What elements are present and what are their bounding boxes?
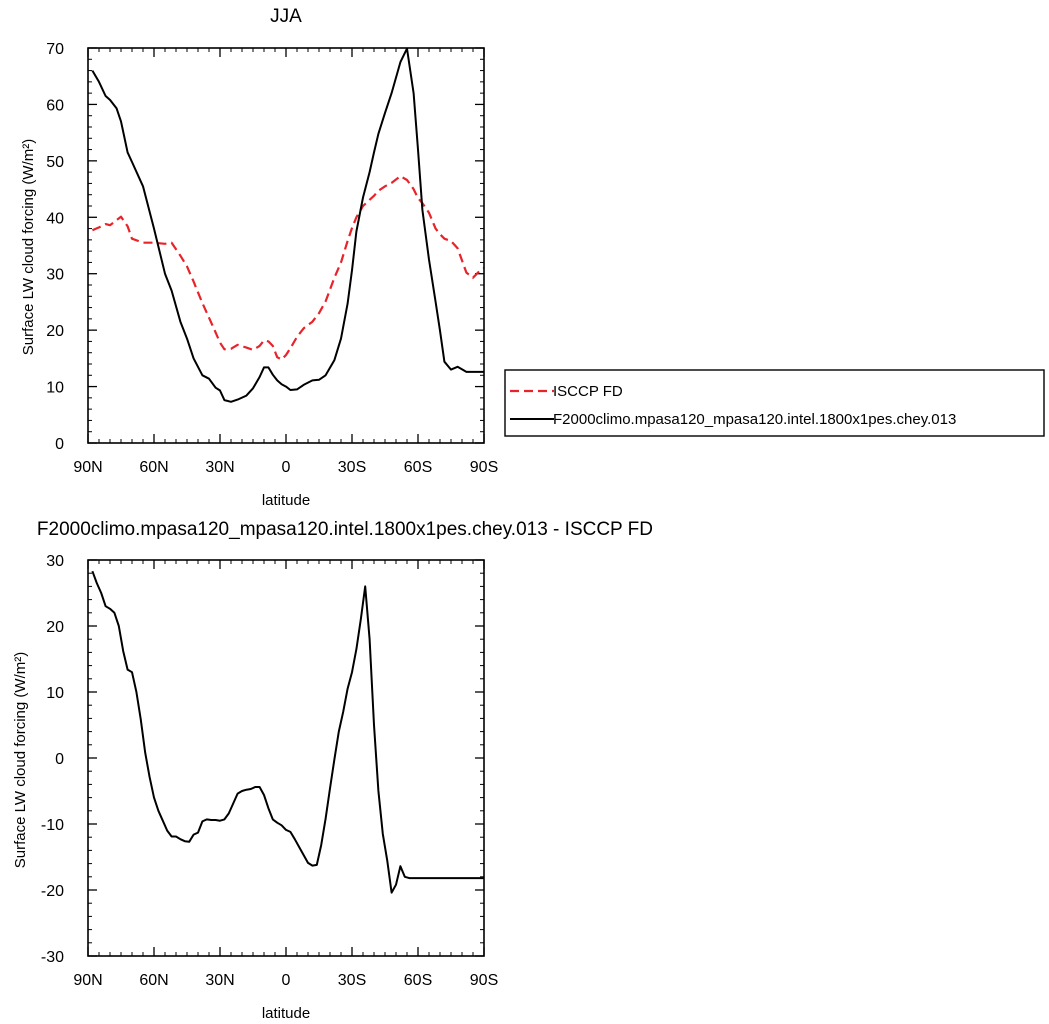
x-tick-label: 30S xyxy=(338,972,366,989)
y-tick-label: 40 xyxy=(46,210,64,227)
x-tick-label: 90N xyxy=(73,972,102,989)
top-panel-series xyxy=(91,47,485,403)
top-panel: JJA Surface LW cloud forcing (W/m²) lati… xyxy=(20,6,498,509)
bottom-panel: F2000climo.mpasa120_mpasa120.intel.1800x… xyxy=(12,519,653,1022)
bottom-panel-ticks: 90N 60N 30N 0 30S 60S 90S -30 -20 -10 0 10 20 30 xyxy=(41,553,498,989)
y-tick-label: 0 xyxy=(55,436,64,453)
y-tick-label: 20 xyxy=(46,619,64,636)
x-tick-label: 90S xyxy=(470,972,498,989)
bottom-panel-ylabel: Surface LW cloud forcing (W/m²) xyxy=(12,652,29,868)
y-tick-label: 30 xyxy=(46,267,64,284)
y-tick-label: 10 xyxy=(46,380,64,397)
series-line-difference xyxy=(91,570,484,894)
series-line-isccp xyxy=(91,175,485,361)
bottom-panel-xlabel: latitude xyxy=(262,1005,310,1022)
y-tick-label: -10 xyxy=(41,817,64,834)
legend-box xyxy=(504,369,1045,437)
series-line-model xyxy=(91,47,484,403)
x-tick-label: 30S xyxy=(338,459,366,476)
y-tick-label: 10 xyxy=(46,685,64,702)
legend-label-isccp: ISCCP FD xyxy=(553,383,623,400)
legend-label-model: F2000climo.mpasa120_mpasa120.intel.1800x… xyxy=(553,411,956,428)
y-tick-label: 70 xyxy=(46,41,64,58)
x-tick-label: 90N xyxy=(73,459,102,476)
top-panel-xlabel: latitude xyxy=(262,492,310,509)
legend: ISCCP FD F2000climo.mpasa120_mpasa120.in… xyxy=(504,369,1045,437)
y-tick-label: -30 xyxy=(41,949,64,966)
x-tick-label: 0 xyxy=(282,459,291,476)
x-tick-label: 30N xyxy=(205,972,234,989)
top-panel-title: JJA xyxy=(270,6,302,27)
x-tick-label: 90S xyxy=(470,459,498,476)
y-tick-label: 60 xyxy=(46,97,64,114)
y-tick-label: -20 xyxy=(41,883,64,900)
y-tick-label: 0 xyxy=(55,751,64,768)
bottom-panel-series xyxy=(91,570,484,894)
x-tick-label: 60N xyxy=(139,972,168,989)
x-tick-label: 60N xyxy=(139,459,168,476)
bottom-panel-frame xyxy=(87,559,485,957)
x-tick-label: 60S xyxy=(404,459,432,476)
x-tick-label: 60S xyxy=(404,972,432,989)
y-tick-label: 20 xyxy=(46,323,64,340)
top-panel-frame xyxy=(87,47,485,444)
x-tick-label: 0 xyxy=(282,972,291,989)
bottom-panel-title: F2000climo.mpasa120_mpasa120.intel.1800x… xyxy=(37,519,653,540)
x-tick-label: 30N xyxy=(205,459,234,476)
y-tick-label: 50 xyxy=(46,154,64,171)
top-panel-ylabel: Surface LW cloud forcing (W/m²) xyxy=(20,139,37,355)
y-tick-label: 30 xyxy=(46,553,64,570)
